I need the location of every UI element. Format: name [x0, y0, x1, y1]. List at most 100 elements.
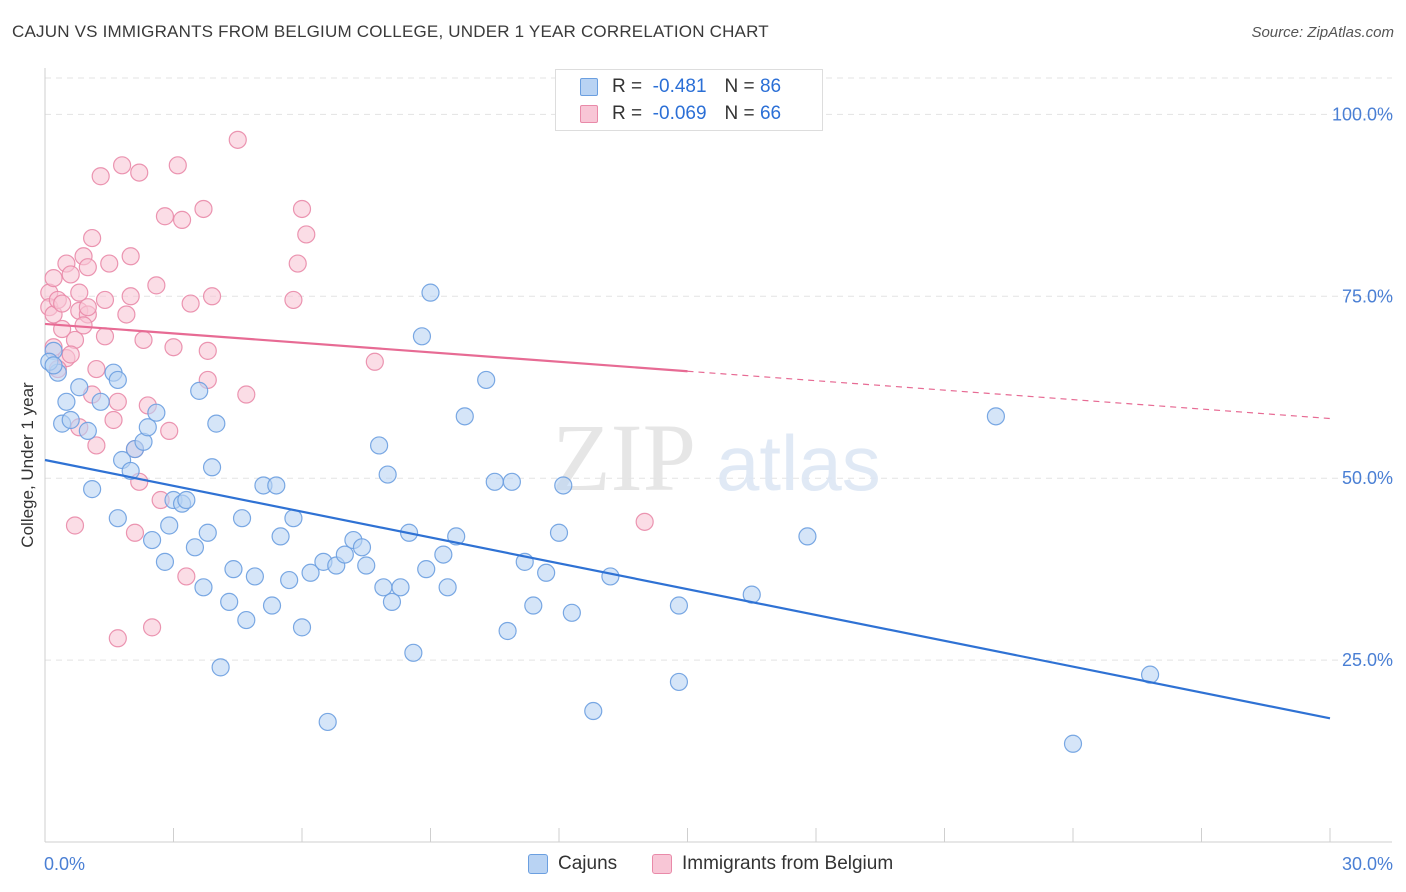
- r-label: R =: [612, 76, 643, 97]
- cajuns-point: [357, 556, 376, 575]
- x-tick-labels: 0.0% 30.0%: [44, 854, 1393, 874]
- cajuns-point: [498, 621, 517, 641]
- cajuns-point: [78, 421, 97, 440]
- belgium-point: [65, 516, 85, 535]
- belgium-point: [53, 294, 72, 313]
- belgium-point: [78, 258, 97, 277]
- cajuns-point: [57, 392, 76, 411]
- cajuns-point: [798, 527, 817, 546]
- cajuns-point: [447, 527, 466, 546]
- belgium-point: [61, 345, 80, 364]
- belgium-point: [100, 254, 119, 273]
- belgium-point: [61, 265, 80, 284]
- belgium-n-value: 66: [759, 103, 782, 124]
- belgium-point: [284, 290, 303, 310]
- cajuns-point: [412, 327, 432, 346]
- belgium-point: [104, 410, 123, 430]
- cajuns-point: [271, 527, 290, 546]
- cajuns-point: [142, 530, 162, 550]
- cajuns-point: [232, 509, 252, 528]
- trend-lines: [44, 322, 1331, 720]
- belgium-trend-extension: [687, 370, 1331, 420]
- cajuns-points: [40, 283, 1160, 753]
- cajuns-point: [121, 461, 140, 481]
- belgium-point: [108, 392, 127, 411]
- axes: [44, 68, 1392, 843]
- cajuns-point: [177, 490, 196, 510]
- belgium-point: [172, 210, 192, 229]
- cajuns-legend-label: Cajuns: [558, 853, 618, 874]
- belgium-point: [117, 305, 136, 324]
- cajuns-point: [391, 578, 410, 597]
- cajuns-point: [549, 523, 569, 542]
- cajuns-point: [44, 356, 63, 375]
- belgium-trend-line: [44, 322, 688, 373]
- belgium-point: [130, 163, 149, 182]
- cajuns-point: [194, 578, 213, 597]
- cajuns-point: [404, 643, 423, 662]
- legend-item-cajuns: Cajuns: [528, 852, 617, 876]
- belgium-point: [288, 254, 307, 273]
- cajuns-trend-line: [44, 458, 1331, 720]
- cajuns-point: [70, 378, 89, 397]
- belgium-point: [125, 523, 145, 542]
- belgium-point: [112, 156, 132, 175]
- cajuns-point: [190, 381, 209, 400]
- cajuns-swatch: [580, 78, 598, 96]
- cajuns-point: [986, 407, 1006, 426]
- cajuns-point: [220, 592, 239, 611]
- belgium-point: [121, 247, 140, 266]
- cajuns-point: [554, 476, 573, 495]
- cajuns-n-value: 86: [759, 76, 782, 97]
- belgium-point: [194, 199, 213, 219]
- watermark: ZIP atlas: [552, 404, 881, 511]
- y-tick-label: 50.0%: [1342, 468, 1393, 488]
- cajuns-point: [537, 563, 556, 582]
- belgium-point: [635, 512, 654, 531]
- belgium-point: [142, 618, 162, 637]
- cajuns-r-value: -0.481: [652, 76, 707, 97]
- cajuns-point: [284, 509, 303, 528]
- belgium-legend-swatch: [652, 854, 672, 874]
- watermark-zip: ZIP: [552, 404, 696, 511]
- x-tick-label: 0.0%: [44, 854, 85, 874]
- cajuns-point: [370, 436, 389, 455]
- cajuns-point: [108, 509, 127, 528]
- cajuns-point: [318, 712, 337, 732]
- belgium-point: [83, 228, 102, 248]
- belgium-point: [168, 156, 187, 175]
- cajuns-point: [669, 672, 689, 692]
- correlation-legend: R = -0.481 N = 86 R = -0.069 N = 66: [555, 69, 823, 131]
- cajuns-point: [562, 603, 581, 622]
- cajuns-point: [292, 618, 312, 637]
- cajuns-point: [335, 545, 354, 564]
- cajuns-point: [207, 414, 226, 433]
- belgium-point: [365, 352, 384, 371]
- x-tick-label: 30.0%: [1342, 854, 1393, 874]
- r-label: R =: [612, 103, 643, 124]
- chart-title: CAJUN VS IMMIGRANTS FROM BELGIUM COLLEGE…: [12, 22, 769, 41]
- cajuns-point: [485, 472, 504, 491]
- immigrants-from-belgium-points: [40, 130, 654, 648]
- cajuns-point: [160, 516, 179, 535]
- belgium-point: [147, 276, 166, 295]
- belgium-point: [95, 327, 115, 346]
- cajuns-point: [524, 596, 543, 615]
- cajuns-point: [267, 476, 286, 495]
- belgium-point: [202, 287, 222, 306]
- cajuns-point: [202, 458, 222, 477]
- belgium-swatch: [580, 105, 598, 123]
- belgium-point: [297, 225, 316, 244]
- cajuns-point: [108, 370, 127, 390]
- cajuns-point: [301, 563, 320, 582]
- cajuns-point: [147, 403, 166, 422]
- cajuns-point: [417, 560, 436, 579]
- cajuns-point: [138, 418, 157, 437]
- belgium-point: [87, 359, 106, 379]
- belgium-point: [87, 436, 106, 455]
- belgium-r-value: -0.069: [652, 103, 707, 124]
- cajuns-point: [382, 592, 402, 611]
- cajuns-point: [262, 596, 282, 615]
- belgium-point: [95, 290, 115, 310]
